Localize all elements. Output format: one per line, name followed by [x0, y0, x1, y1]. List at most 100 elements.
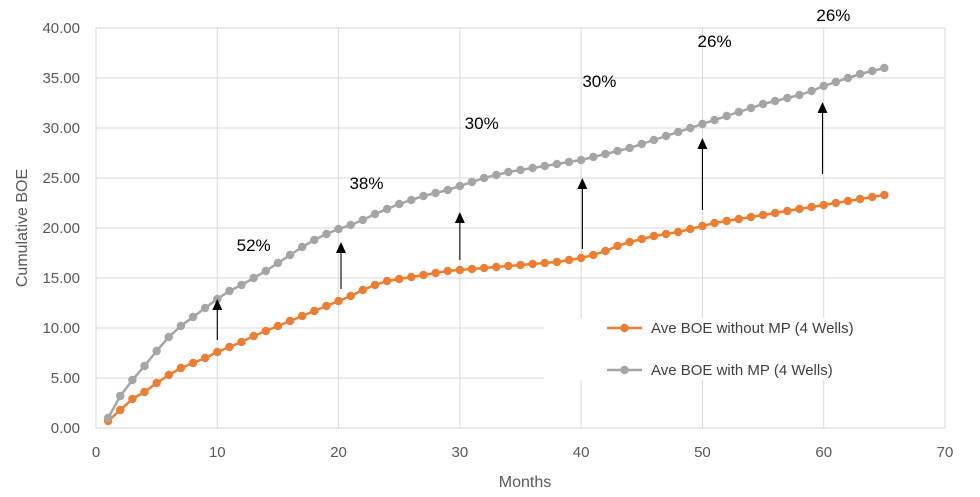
series-1: [103, 63, 889, 423]
data-point: [722, 216, 731, 226]
data-point: [431, 268, 440, 278]
data-point: [419, 191, 428, 201]
data-point: [273, 321, 283, 331]
data-point: [334, 296, 343, 306]
data-point: [783, 206, 792, 216]
data-point: [285, 316, 295, 326]
arrow-head: [697, 138, 708, 149]
data-point: [128, 375, 137, 385]
data-point: [880, 63, 889, 73]
arrow-head: [454, 212, 465, 223]
data-point: [613, 241, 622, 251]
data-point: [734, 107, 744, 117]
data-point: [746, 212, 756, 222]
x-tick-label: 0: [92, 444, 100, 461]
data-point: [395, 274, 404, 284]
data-point: [528, 163, 537, 173]
data-point: [419, 270, 428, 280]
uplift-percent-label: 30%: [582, 72, 616, 91]
data-point: [140, 361, 149, 371]
legend-label-with-mp: Ave BOE with MP (4 Wells): [651, 362, 833, 379]
data-point: [213, 347, 222, 357]
data-point: [310, 306, 319, 316]
data-point: [297, 242, 307, 252]
data-point: [225, 286, 234, 296]
data-point: [625, 237, 634, 247]
data-point: [455, 265, 465, 275]
y-tick-label: 35.00: [42, 70, 80, 87]
y-axis-title: Cumulative BOE: [14, 169, 31, 287]
data-point: [237, 280, 246, 290]
data-point: [552, 159, 562, 169]
data-point: [164, 332, 173, 342]
data-point: [807, 202, 816, 212]
data-point: [188, 358, 198, 368]
data-point: [589, 152, 598, 162]
data-point: [431, 188, 440, 198]
data-point: [504, 167, 513, 177]
y-tick-label: 10.00: [42, 320, 80, 337]
data-point: [880, 190, 889, 200]
data-point: [310, 235, 319, 245]
legend: Ave BOE without MP (4 Wells) Ave BOE wit…: [544, 318, 944, 380]
data-point: [176, 321, 186, 331]
data-point: [564, 157, 574, 167]
data-point: [552, 257, 562, 267]
data-point: [771, 208, 780, 218]
data-point: [589, 250, 598, 260]
data-point: [795, 204, 804, 214]
data-point: [843, 73, 853, 83]
data-point: [346, 291, 355, 301]
y-tick-label: 5.00: [51, 370, 80, 387]
data-point: [322, 229, 331, 239]
x-tick-label: 60: [815, 444, 832, 461]
data-point: [358, 215, 368, 225]
data-point: [795, 90, 804, 100]
data-point: [819, 81, 828, 91]
data-point: [128, 394, 137, 404]
data-point: [734, 214, 744, 224]
data-point: [698, 221, 707, 231]
data-point: [807, 86, 816, 96]
data-point: [673, 127, 683, 137]
data-point: [710, 115, 719, 125]
uplift-labels: 52% 38% 30% 30% 26% 26%: [237, 6, 851, 255]
data-point: [152, 378, 161, 388]
data-point: [855, 194, 865, 204]
data-point: [637, 139, 646, 149]
x-tick-label: 30: [452, 444, 469, 461]
data-point: [322, 301, 331, 311]
data-point: [698, 119, 707, 129]
data-point: [116, 405, 125, 415]
data-point: [528, 259, 537, 269]
data-point: [819, 200, 828, 210]
x-axis-title: Months: [499, 474, 551, 491]
data-point: [479, 263, 489, 273]
x-tick-label: 10: [209, 444, 226, 461]
data-point: [771, 96, 780, 106]
x-tick-label: 20: [330, 444, 347, 461]
data-point: [164, 370, 173, 380]
data-point: [407, 272, 416, 282]
y-tick-label: 40.00: [42, 20, 80, 37]
data-point: [443, 266, 452, 276]
series-lines: [103, 63, 889, 426]
data-point: [140, 387, 149, 397]
data-point: [649, 135, 659, 145]
data-point: [455, 181, 465, 191]
data-point: [382, 204, 392, 214]
series-0: [103, 190, 889, 426]
data-point: [249, 331, 258, 341]
data-point: [673, 227, 683, 237]
data-point: [346, 220, 355, 230]
data-point: [540, 161, 549, 171]
data-point: [261, 266, 270, 276]
data-point: [746, 103, 756, 113]
x-tick-label: 40: [573, 444, 590, 461]
data-point: [686, 123, 695, 133]
data-point: [710, 218, 719, 228]
data-point: [783, 93, 792, 103]
data-point: [855, 69, 865, 79]
data-point: [576, 155, 586, 165]
